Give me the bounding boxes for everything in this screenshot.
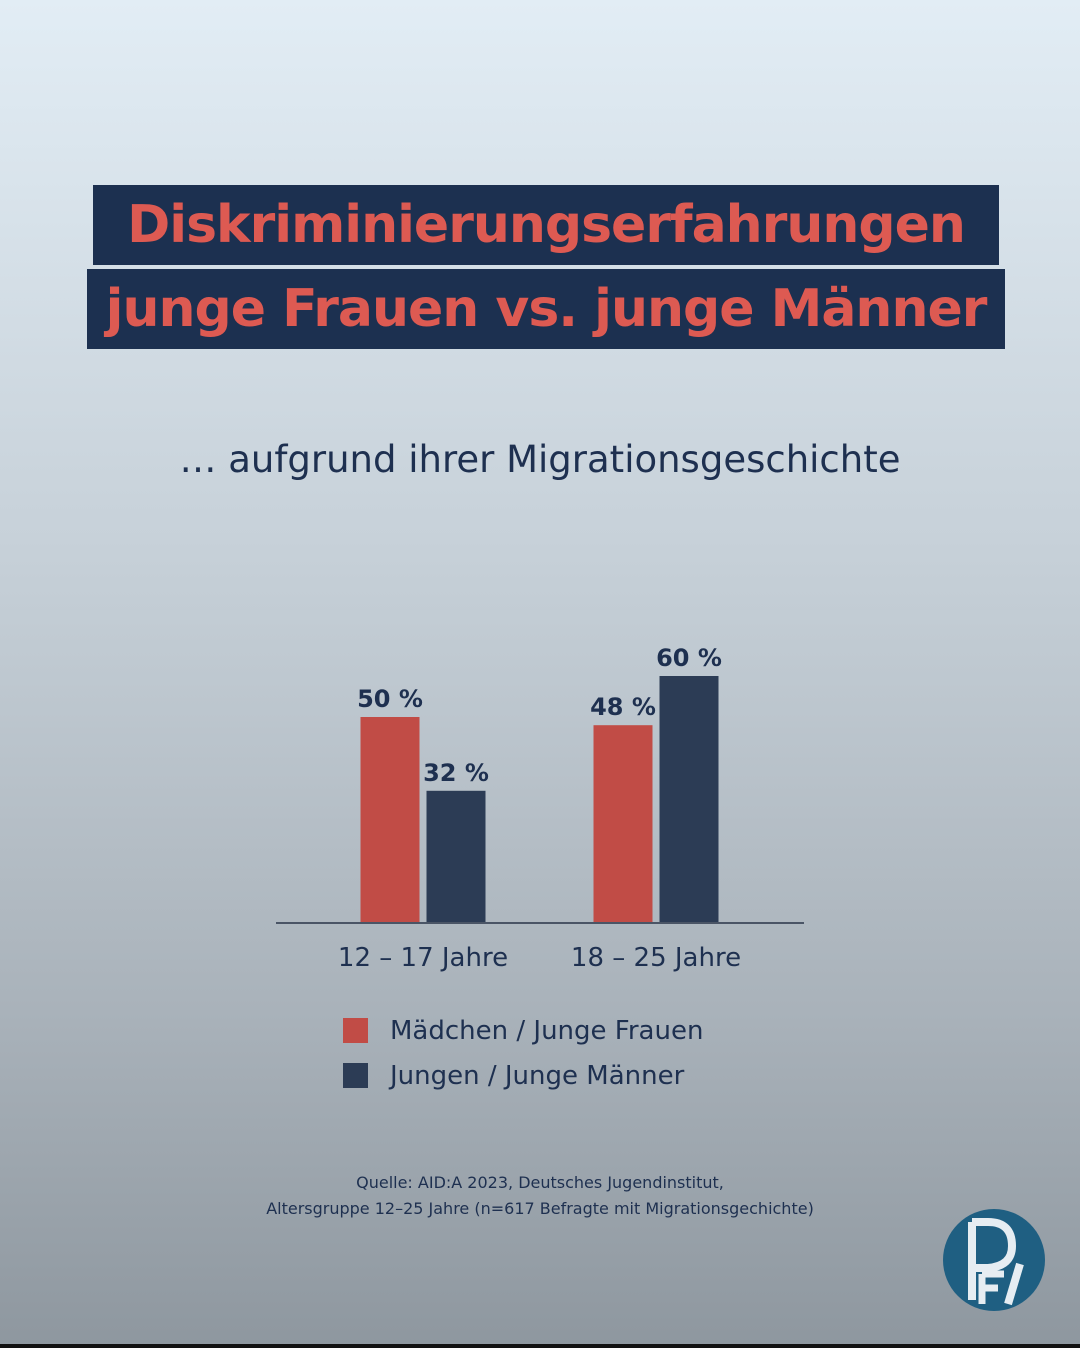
title-line-1: Diskriminierungserfahrungen	[93, 185, 999, 265]
source-line-1: Quelle: AID:A 2023, Deutsches Jugendinst…	[356, 1173, 724, 1192]
bar-male-0	[426, 790, 486, 922]
source-note: Quelle: AID:A 2023, Deutsches Jugendinst…	[0, 1170, 1080, 1222]
data-label-female-1: 48 %	[590, 693, 656, 721]
data-label-female-0: 50 %	[357, 685, 423, 713]
legend-swatch-female	[343, 1018, 368, 1043]
dfi-logo-icon	[943, 1209, 1045, 1311]
bottom-bar	[0, 1344, 1080, 1348]
bar-female-1	[593, 725, 653, 922]
legend-swatch-male	[343, 1063, 368, 1088]
legend-label-male: Jungen / Junge Männer	[390, 1060, 685, 1091]
data-label-male-0: 32 %	[423, 759, 489, 787]
legend-label-female: Mädchen / Junge Frauen	[390, 1015, 704, 1046]
bar-female-0	[360, 717, 420, 922]
chart-subtitle: … aufgrund ihrer Migrationsgeschichte	[179, 438, 901, 481]
legend-item-female: Mädchen / Junge Frauen	[343, 1008, 703, 1053]
title-line-2: junge Frauen vs. junge Männer	[87, 269, 1005, 349]
legend: Mädchen / Junge Frauen Jungen / Junge Mä…	[343, 1008, 703, 1098]
source-line-2: Altersgruppe 12–25 Jahre (n=617 Befragte…	[266, 1199, 814, 1218]
x-tick-label-0: 12 – 17 Jahre	[338, 943, 508, 973]
bar-male-1	[659, 676, 719, 922]
legend-item-male: Jungen / Junge Männer	[343, 1053, 703, 1098]
x-tick-label-1: 18 – 25 Jahre	[571, 943, 741, 973]
data-label-male-1: 60 %	[656, 644, 722, 672]
